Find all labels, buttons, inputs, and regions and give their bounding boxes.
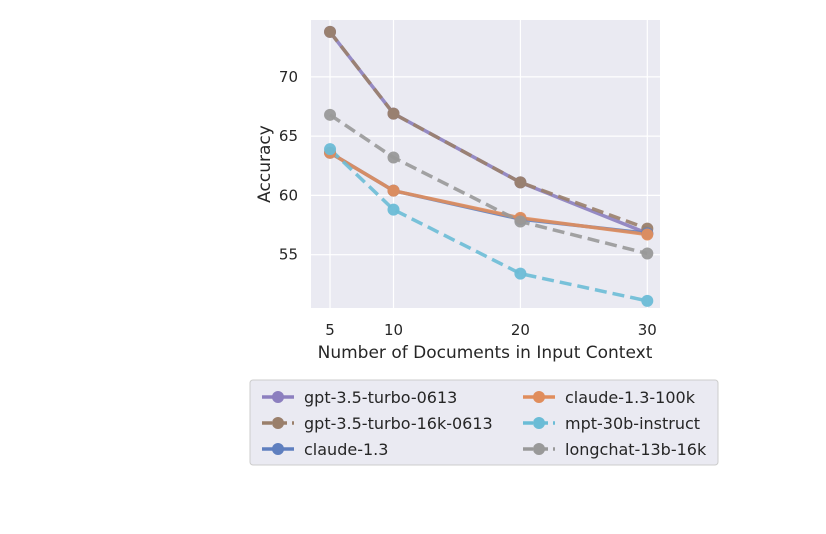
- data-point: [387, 107, 400, 120]
- x-tick-label: 5: [325, 321, 335, 339]
- legend-marker: [533, 417, 545, 429]
- legend-item: claude-1.3-100k: [523, 388, 696, 407]
- x-tick-label: 30: [638, 321, 657, 339]
- grid: [311, 20, 660, 308]
- legend-marker: [533, 443, 545, 455]
- x-tick-label: 10: [384, 321, 403, 339]
- series-lines: [328, 30, 648, 303]
- y-tick-labels: 55 60 65 70: [279, 68, 298, 264]
- legend-label: gpt-3.5-turbo-16k-0613: [304, 414, 493, 433]
- series-points: [324, 25, 654, 307]
- legend-label: claude-1.3: [304, 440, 388, 459]
- series-line: [329, 113, 648, 256]
- legend-label: gpt-3.5-turbo-0613: [304, 388, 457, 407]
- legend-label: longchat-13b-16k: [565, 440, 707, 459]
- data-point: [514, 215, 527, 228]
- data-point: [514, 267, 527, 280]
- y-tick-label: 65: [279, 127, 298, 145]
- data-point: [387, 184, 400, 197]
- legend-item: claude-1.3: [262, 440, 388, 459]
- series-line: [328, 30, 648, 231]
- y-tick-label: 70: [279, 68, 298, 86]
- y-tick-label: 60: [279, 186, 298, 204]
- data-point: [387, 151, 400, 164]
- data-point: [324, 25, 337, 38]
- legend-item: mpt-30b-instruct: [523, 414, 700, 433]
- legend-item: gpt-3.5-turbo-16k-0613: [262, 414, 493, 433]
- x-tick-label: 20: [511, 321, 530, 339]
- series-line: [328, 147, 648, 303]
- x-tick-labels: 5 10 20 30: [325, 321, 657, 339]
- data-point: [641, 228, 654, 241]
- x-axis-label: Number of Documents in Input Context: [318, 343, 653, 363]
- legend-marker: [272, 391, 284, 403]
- series-line: [329, 151, 648, 237]
- legend-label: claude-1.3-100k: [565, 388, 696, 407]
- data-point: [387, 203, 400, 216]
- y-tick-label: 55: [279, 246, 298, 264]
- y-axis-label: Accuracy: [255, 125, 275, 203]
- data-point: [641, 247, 654, 260]
- data-point: [641, 294, 654, 307]
- data-point: [324, 108, 337, 121]
- legend: gpt-3.5-turbo-0613 gpt-3.5-turbo-16k-0613…: [249, 379, 719, 466]
- legend-label: mpt-30b-instruct: [565, 414, 700, 433]
- legend-item: longchat-13b-16k: [523, 440, 707, 459]
- legend-item: gpt-3.5-turbo-0613: [262, 388, 457, 407]
- legend-marker: [272, 417, 284, 429]
- data-point: [514, 176, 527, 189]
- legend-box: [249, 379, 719, 466]
- legend-marker: [533, 391, 545, 403]
- legend-marker: [272, 443, 284, 455]
- data-point: [324, 143, 337, 156]
- series-line: [328, 30, 648, 235]
